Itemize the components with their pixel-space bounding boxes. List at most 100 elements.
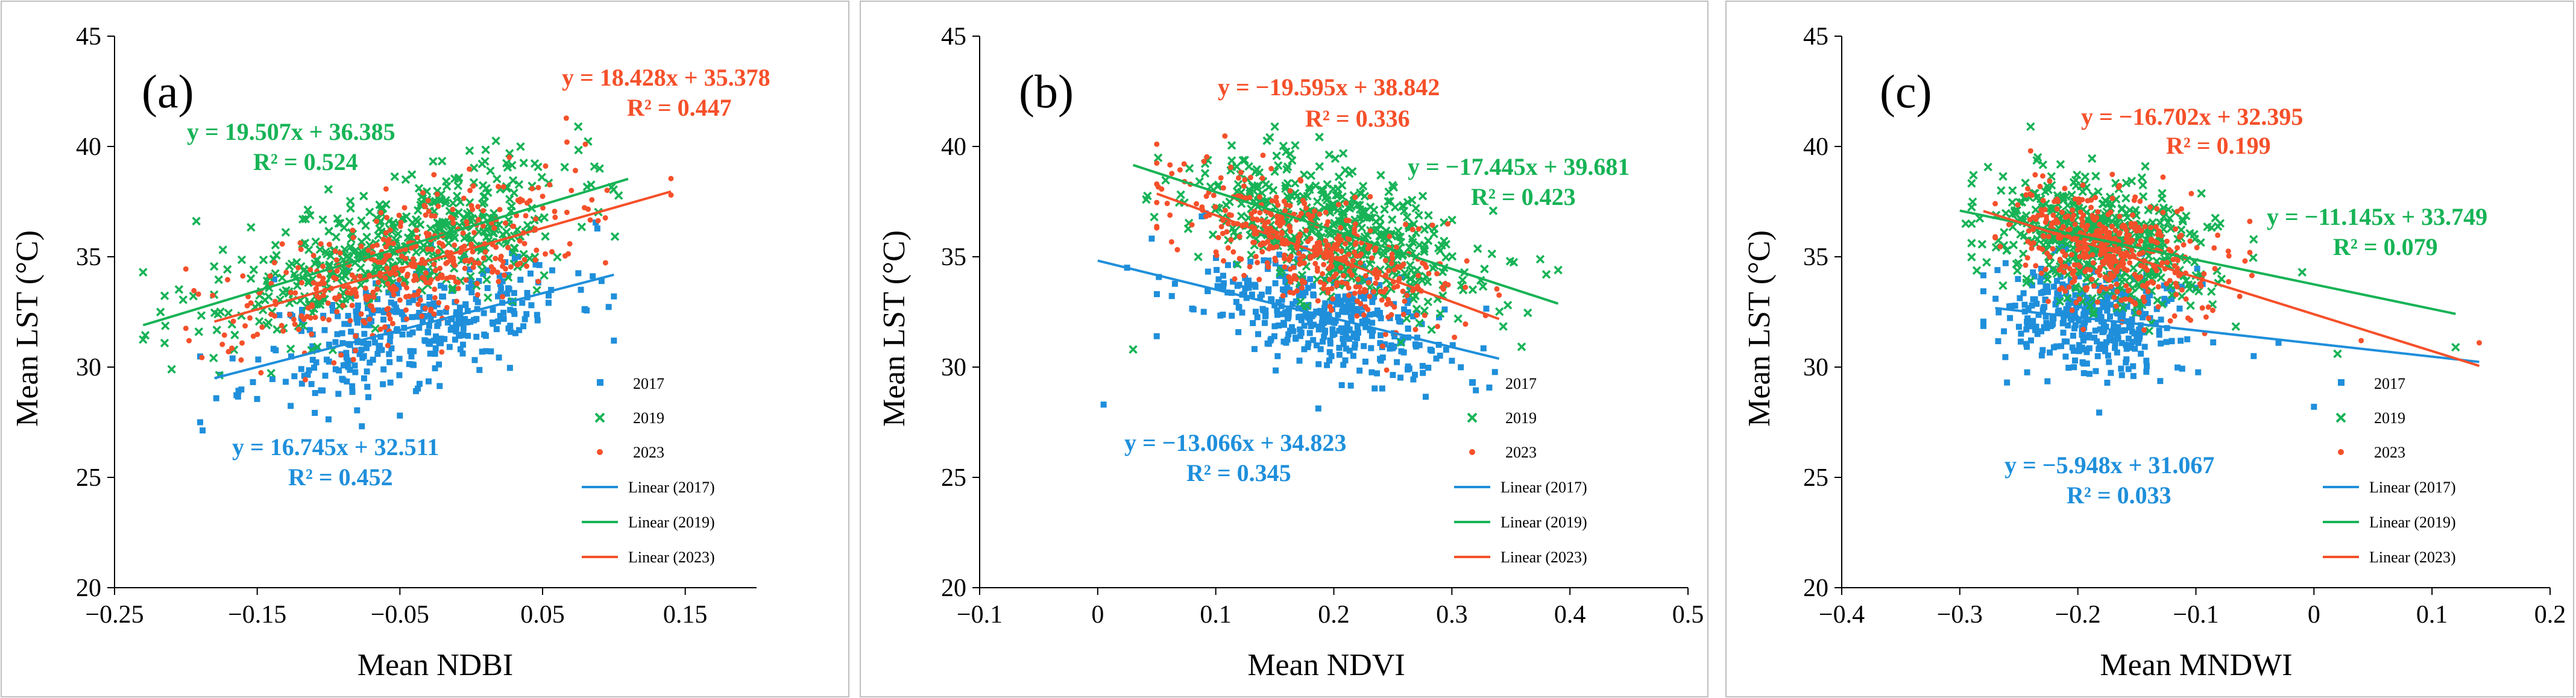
point-2023	[417, 297, 423, 303]
point-2023	[2098, 234, 2104, 240]
point-2023	[2026, 228, 2032, 234]
point-2017	[2141, 344, 2148, 350]
legend-label-2017: 2017	[1505, 375, 1537, 392]
point-2023	[1416, 272, 1422, 278]
point-2019	[435, 195, 444, 204]
point-2019	[1408, 195, 1417, 205]
point-2023	[1384, 301, 1390, 307]
point-2017	[467, 277, 473, 283]
point-2017	[2106, 359, 2112, 365]
point-2023	[2109, 171, 2115, 177]
point-2017	[495, 293, 502, 300]
point-2017	[2144, 363, 2150, 369]
point-2017	[367, 322, 373, 329]
point-2019	[2156, 273, 2165, 283]
annotation-2017-equation: y = −13.066x + 34.823	[1124, 429, 1346, 456]
point-2023	[1321, 262, 1327, 268]
point-2017	[2007, 315, 2014, 321]
point-2017	[2124, 303, 2130, 310]
point-2019	[1380, 204, 1389, 214]
point-2019	[1355, 200, 1364, 210]
point-2017	[1322, 300, 1329, 307]
point-2017	[1995, 338, 2001, 344]
point-2017	[370, 309, 376, 316]
point-2017	[2057, 294, 2064, 301]
point-2017	[2138, 350, 2144, 357]
point-2023	[402, 205, 408, 211]
point-2019	[1373, 225, 1382, 234]
point-2023	[2242, 258, 2248, 264]
point-2019	[1967, 239, 1976, 248]
point-2017	[2030, 269, 2036, 275]
point-2023	[2114, 268, 2120, 274]
point-2023	[405, 271, 411, 277]
point-2023	[225, 277, 231, 283]
point-2019	[1338, 149, 1348, 158]
point-2017	[2131, 276, 2138, 283]
point-2019	[452, 191, 462, 201]
point-2019	[2063, 294, 2072, 303]
point-2017	[2168, 338, 2175, 345]
point-2023	[351, 275, 357, 281]
point-2017	[474, 299, 481, 306]
point-2023	[1174, 247, 1180, 253]
point-2023	[419, 313, 425, 319]
point-2017	[426, 322, 432, 329]
point-2017	[1416, 342, 1423, 348]
point-2017	[2168, 296, 2174, 303]
point-2023	[362, 285, 368, 291]
point-2019	[2157, 194, 2167, 203]
point-2023	[1422, 312, 1428, 318]
point-2017	[521, 316, 528, 322]
point-2019	[264, 318, 273, 327]
point-2019	[1233, 180, 1243, 189]
point-2019	[2002, 246, 2011, 255]
point-2023	[423, 305, 429, 311]
point-2019	[390, 172, 399, 181]
point-2017	[2086, 371, 2093, 377]
point-2023	[1280, 293, 1286, 299]
point-2023	[2075, 242, 2081, 248]
point-2019	[1306, 171, 1316, 180]
point-2017	[1250, 320, 1256, 327]
point-2017	[1239, 309, 1245, 316]
point-2023	[2141, 298, 2147, 304]
point-2023	[2068, 251, 2074, 257]
point-2017	[1321, 333, 1327, 340]
point-2023	[1365, 280, 1371, 286]
point-2023	[2140, 283, 2146, 289]
point-2023	[239, 340, 245, 346]
point-2019	[286, 344, 295, 354]
point-2019	[2121, 178, 2131, 187]
point-2017	[411, 348, 417, 354]
point-2023	[1346, 292, 1352, 298]
point-2023	[1294, 288, 1300, 294]
point-2023	[1992, 234, 1998, 241]
point-2017	[1284, 336, 1291, 343]
point-2017	[481, 332, 488, 338]
point-2023	[2109, 195, 2115, 201]
point-2019	[1402, 213, 1412, 222]
point-2023	[1258, 242, 1264, 248]
point-2023	[1320, 271, 1326, 277]
point-2017	[1299, 289, 1306, 295]
point-2019	[1338, 181, 1347, 190]
point-2023	[1435, 324, 1441, 330]
point-2023	[1286, 274, 1292, 280]
point-2023	[2030, 240, 2036, 246]
point-2019	[1185, 164, 1194, 173]
point-2023	[1317, 279, 1323, 285]
point-2017	[1443, 347, 1449, 353]
point-2019	[2141, 235, 2150, 244]
point-2017	[1307, 312, 1314, 319]
point-2023	[1464, 258, 1470, 264]
point-2023	[1326, 277, 1332, 283]
point-2017	[422, 338, 429, 344]
point-2019	[1360, 192, 1370, 201]
point-2023	[2109, 257, 2115, 263]
point-2017	[1412, 343, 1419, 350]
point-2017	[2122, 327, 2129, 333]
point-2017	[406, 360, 412, 367]
point-2017	[1361, 318, 1367, 325]
y-tick-label: 20	[1803, 574, 1828, 602]
